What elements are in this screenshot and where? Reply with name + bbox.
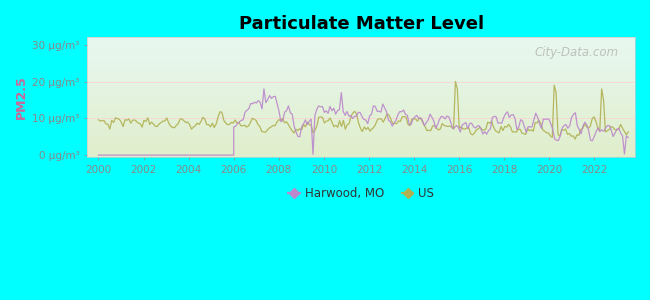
Text: City-Data.com: City-Data.com <box>534 46 619 59</box>
Legend: Harwood, MO, US: Harwood, MO, US <box>283 182 439 205</box>
Y-axis label: PM2.5: PM2.5 <box>15 75 28 119</box>
Title: Particulate Matter Level: Particulate Matter Level <box>239 15 484 33</box>
